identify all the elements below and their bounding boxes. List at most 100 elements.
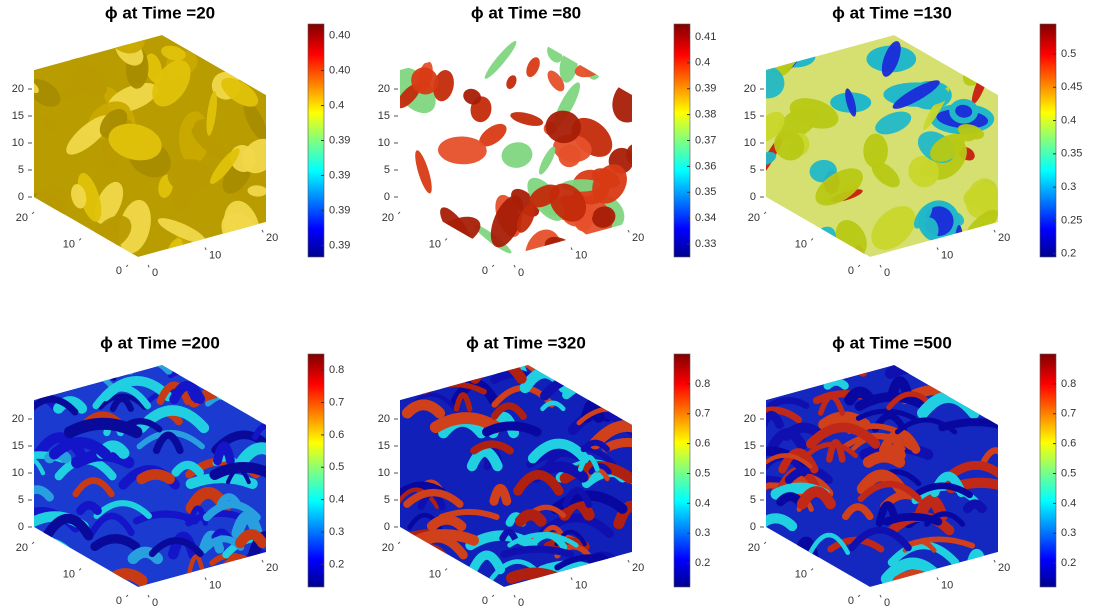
colorbar-label: 0.5 [329, 461, 344, 473]
surface-band [577, 564, 622, 580]
xticks-mark [204, 247, 207, 251]
surface-patch [545, 110, 582, 144]
panel-title: ϕ at Time =200 [100, 333, 220, 352]
yticks-label: 10 [429, 568, 441, 580]
surface-band [103, 568, 148, 587]
surface-band [978, 349, 992, 361]
xticks-label: 0 [152, 267, 158, 279]
surface-band [248, 531, 266, 560]
xticks-mark [147, 264, 150, 268]
z-tick-label: 0 [384, 521, 390, 533]
z-tick-label: 20 [744, 83, 756, 95]
colorbar-label: 0.4 [1061, 497, 1076, 509]
z-tick-label: 5 [384, 164, 390, 176]
colorbar-label: 0.39 [695, 83, 716, 95]
surface-band [778, 448, 819, 474]
surface-band [429, 412, 503, 434]
surface-patch [970, 35, 998, 56]
surface-patch [238, 35, 266, 50]
colorbar-label: 0.3 [329, 526, 344, 538]
yticks-mark [810, 568, 814, 571]
surface-band [887, 376, 912, 398]
surface-band [231, 510, 263, 539]
colorbar-label: 0.4 [1061, 114, 1076, 126]
surface-patch [152, 60, 191, 107]
surface-band [202, 500, 261, 522]
xticks-label: 20 [998, 232, 1010, 244]
surface-band [213, 365, 266, 369]
colorbar-label: 0.6 [329, 429, 344, 441]
surface-patch [979, 35, 996, 54]
z-tick-label: 0 [750, 191, 756, 203]
xticks-label: 0 [518, 597, 524, 609]
surface-patch [772, 42, 791, 64]
colorbar-label: 0.35 [695, 186, 716, 198]
yticks-label: 20 [748, 542, 760, 554]
panel-title: ϕ at Time =80 [471, 3, 581, 22]
surface-patch [913, 203, 933, 229]
yticks-label: 0 [848, 265, 854, 277]
surface-band [962, 499, 987, 514]
surface-band [766, 551, 786, 572]
surface [766, 35, 998, 257]
xticks-label: 20 [632, 562, 644, 574]
surface-band [857, 480, 922, 503]
surface [400, 365, 632, 587]
colorbar-label: 0.25 [1061, 214, 1082, 226]
surface-band [489, 483, 512, 506]
surface-band [804, 442, 858, 459]
surface-band [42, 513, 94, 541]
colorbar-label: 0.2 [695, 557, 710, 569]
z-tick-label: 20 [378, 413, 390, 425]
colorbar-label: 0.34 [695, 212, 716, 224]
surface-band [400, 365, 457, 373]
surface-band [484, 365, 539, 373]
surface-band [565, 365, 595, 383]
z-tick-label: 10 [744, 467, 756, 479]
surface-patch [243, 101, 266, 141]
surface-patch [433, 70, 454, 102]
colorbar-label: 0.35 [1061, 148, 1082, 160]
surface-band [500, 545, 575, 559]
colorbar-label: 0.3 [1061, 527, 1076, 539]
surface-patch [774, 130, 805, 161]
colorbar-label: 0.7 [1061, 408, 1076, 420]
colorbar-label: 0.4 [695, 497, 710, 509]
surface-band [766, 365, 801, 371]
z-tick-label: 10 [12, 467, 24, 479]
surface-patch [234, 35, 261, 62]
surface-band [470, 440, 514, 455]
xticks-mark [513, 264, 516, 268]
surface-band [965, 391, 998, 413]
surface-band [468, 550, 506, 575]
yticks-mark [857, 594, 861, 598]
surface-band [843, 365, 882, 366]
surface-band [426, 514, 467, 532]
surface-band [34, 456, 46, 476]
z-tick-label: 20 [12, 413, 24, 425]
surface-patch [875, 111, 912, 135]
surface-patch [892, 80, 940, 109]
surface-patch [526, 57, 540, 78]
z-tick-label: 15 [12, 110, 24, 122]
xticks-mark [936, 247, 939, 251]
yticks-label: 20 [16, 212, 28, 224]
xticks-mark [879, 264, 882, 268]
surface-band [887, 541, 960, 567]
z-tick-label: 5 [750, 164, 756, 176]
surface-band [237, 369, 266, 391]
surface-patch [881, 41, 901, 77]
xticks-mark [261, 229, 264, 233]
surface-band [601, 437, 632, 453]
surface-band [34, 485, 54, 502]
surface-band [53, 396, 88, 414]
colorbar [673, 353, 691, 588]
surface-band [558, 497, 595, 521]
surface-patch [34, 81, 39, 94]
surface-patch [800, 35, 821, 49]
yticks-mark [125, 264, 129, 268]
surface-patch [620, 36, 630, 57]
surface-patch [845, 88, 857, 117]
yticks-mark [491, 594, 495, 598]
yticks-label: 10 [63, 238, 75, 250]
